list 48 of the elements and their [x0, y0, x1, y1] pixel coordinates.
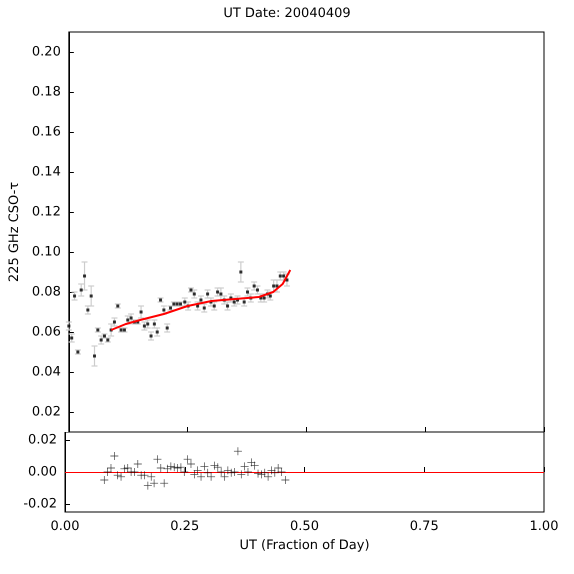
- point: [164, 464, 172, 473]
- x-tick-label: 0.25: [170, 519, 200, 534]
- y-tick-label: -0.02: [23, 496, 57, 512]
- y-tick-label: 0.14: [32, 164, 61, 180]
- point: [217, 468, 226, 476]
- y-tick-label: 0.20: [32, 44, 61, 60]
- point: [210, 462, 218, 470]
- y-tick-label: 0.00: [28, 464, 57, 480]
- y-tick-label: 0.16: [32, 124, 61, 140]
- point: [100, 476, 108, 484]
- y-tick-label: 0.06: [32, 324, 61, 340]
- point: [220, 472, 229, 481]
- x-tick-label: 0.75: [410, 519, 439, 534]
- point: [140, 471, 149, 480]
- x-tick-label: 1.00: [530, 519, 558, 534]
- point: [244, 468, 252, 476]
- point: [278, 468, 286, 476]
- point: [130, 468, 138, 476]
- y-axis-title: 225 GHz CSO-τ: [7, 182, 22, 282]
- point: [106, 464, 115, 472]
- y-tick-label: 0.02: [28, 432, 57, 448]
- y-tick-label: 0.18: [32, 84, 61, 100]
- point: [153, 455, 162, 464]
- point: [117, 472, 126, 481]
- point: [156, 464, 165, 472]
- point: [254, 470, 262, 478]
- point: [124, 464, 132, 472]
- x-axis-title: UT (Fraction of Day): [239, 538, 370, 553]
- point: [230, 468, 239, 476]
- line-series: [110, 269, 292, 331]
- point: [197, 472, 206, 481]
- y-tick-label: 0.12: [32, 204, 61, 220]
- x-tick-label: 0.50: [290, 519, 319, 534]
- y-tick-label: 0.02: [32, 404, 61, 420]
- y-tick-label: 0.10: [32, 244, 61, 260]
- point: [180, 468, 188, 476]
- point: [104, 468, 112, 476]
- point: [110, 452, 118, 460]
- point: [267, 466, 276, 474]
- point: [281, 476, 290, 484]
- y-tick-label: 0.04: [32, 364, 61, 380]
- x-tick-label: 0.00: [50, 519, 80, 534]
- point: [174, 464, 182, 472]
- chart-title: UT Date: 20040409: [223, 6, 351, 21]
- point: [274, 464, 282, 472]
- y-tick-label: 0.08: [32, 284, 61, 300]
- point: [186, 460, 195, 468]
- point: [134, 460, 142, 468]
